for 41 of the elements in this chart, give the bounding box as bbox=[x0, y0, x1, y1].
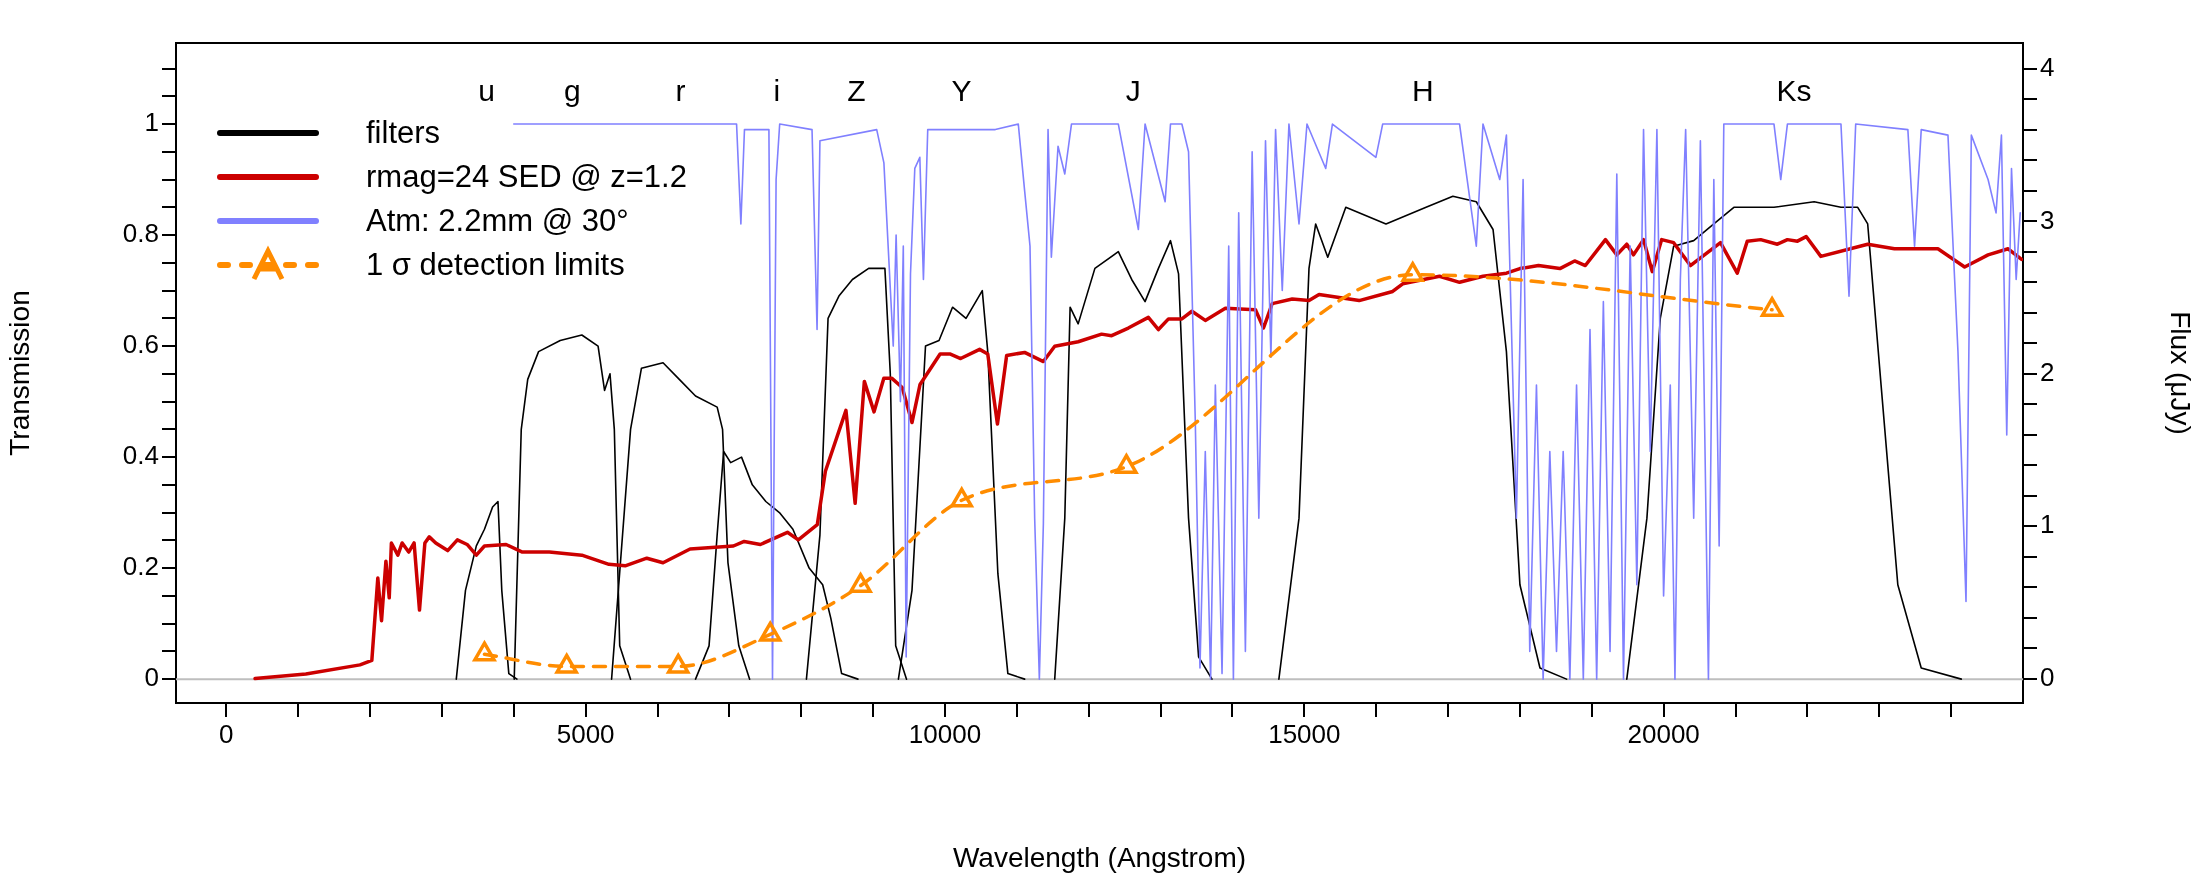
annotation: H bbox=[1411, 74, 1434, 108]
x-tick-label: 10000 bbox=[908, 718, 982, 749]
legend-label: 1 σ detection limits bbox=[366, 247, 625, 283]
annotation: Ks bbox=[1776, 74, 1812, 108]
y2-tick-label: 3 bbox=[2040, 204, 2055, 235]
y-tick-label: 0.4 bbox=[122, 440, 159, 471]
point bbox=[555, 653, 578, 674]
point bbox=[849, 572, 872, 593]
y2-axis-title: Flux (μJy) bbox=[2165, 311, 2197, 435]
point bbox=[758, 621, 782, 642]
annotation: g bbox=[564, 74, 581, 108]
point bbox=[473, 641, 496, 662]
point bbox=[666, 653, 690, 674]
annotation: Z bbox=[847, 74, 866, 108]
point bbox=[1760, 296, 1784, 317]
point bbox=[1401, 261, 1424, 282]
annotation: i bbox=[773, 74, 781, 108]
y2-tick-label: 2 bbox=[2040, 356, 2055, 387]
legend-label: rmag=24 SED @ z=1.2 bbox=[366, 159, 687, 195]
y2-tick-label: 0 bbox=[2040, 661, 2055, 692]
y-tick-label: 0 bbox=[144, 662, 159, 693]
y-tick-label: 0.2 bbox=[122, 551, 159, 582]
annotation: r bbox=[675, 74, 686, 108]
point bbox=[1115, 453, 1138, 474]
annotation: u bbox=[478, 74, 495, 108]
x-axis-title: Wavelength (Angstrom) bbox=[952, 841, 1247, 873]
x-tick-label: 15000 bbox=[1268, 718, 1341, 749]
y-tick-label: 1 bbox=[144, 107, 159, 138]
y-tick-label: 0.8 bbox=[122, 218, 159, 249]
y-tick-label: 0.6 bbox=[122, 329, 159, 360]
legend-label: filters bbox=[366, 115, 441, 151]
annotation: J bbox=[1125, 74, 1141, 108]
x-tick-label: 20000 bbox=[1627, 718, 1700, 749]
y2-tick-label: 4 bbox=[2040, 52, 2055, 83]
y2-tick-label: 1 bbox=[2040, 509, 2055, 540]
x-tick-label: 5000 bbox=[556, 718, 615, 749]
x-tick-label: 0 bbox=[219, 718, 234, 749]
point bbox=[950, 485, 975, 508]
legend-label: Atm: 2.2mm @ 30° bbox=[366, 203, 629, 239]
annotation: Y bbox=[951, 74, 972, 108]
y-axis-title: Transmission bbox=[3, 290, 35, 456]
